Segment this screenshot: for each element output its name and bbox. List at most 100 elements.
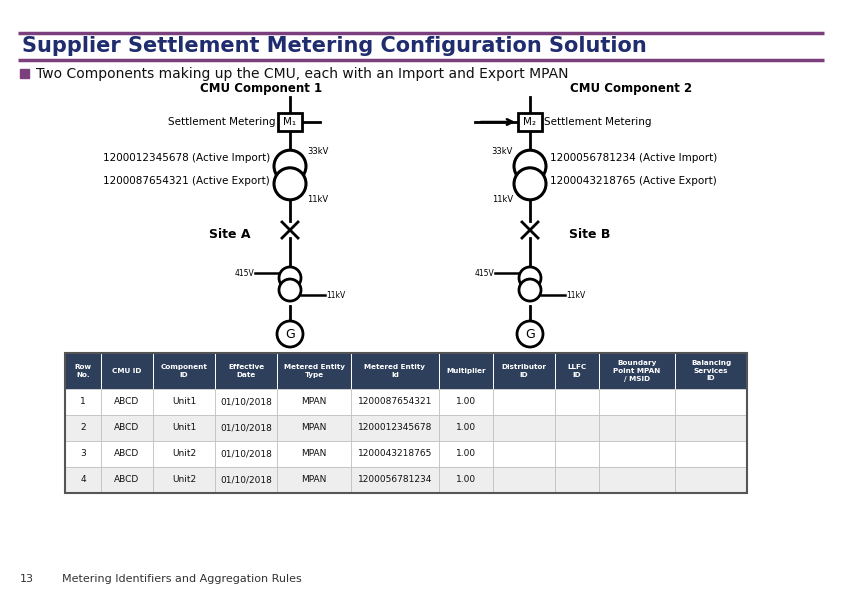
Bar: [101, 389, 153, 415]
Bar: [439, 415, 493, 441]
Bar: [439, 441, 493, 467]
Bar: [675, 467, 747, 493]
Bar: [555, 389, 599, 415]
Text: 1.00: 1.00: [456, 397, 476, 406]
Bar: [599, 353, 675, 389]
Text: 13: 13: [20, 574, 34, 584]
Circle shape: [277, 321, 303, 347]
Text: Settlement Metering: Settlement Metering: [544, 117, 652, 127]
Text: 01/10/2018: 01/10/2018: [220, 449, 272, 459]
Bar: [555, 415, 599, 441]
Bar: [65, 441, 101, 467]
Text: Unit2: Unit2: [172, 475, 196, 484]
Text: 1200043218765 (Active Export): 1200043218765 (Active Export): [550, 176, 717, 186]
Text: Metering Identifiers and Aggregation Rules: Metering Identifiers and Aggregation Rul…: [62, 574, 301, 584]
Bar: [675, 353, 747, 389]
Text: 1200056781234 (Active Import): 1200056781234 (Active Import): [550, 153, 717, 163]
Text: Settlement Metering: Settlement Metering: [168, 117, 276, 127]
Text: 1.00: 1.00: [456, 449, 476, 459]
Bar: [493, 441, 555, 467]
Text: Balancing
Services
ID: Balancing Services ID: [691, 361, 731, 381]
Text: Site B: Site B: [569, 228, 610, 242]
Text: CMU Component 1: CMU Component 1: [200, 82, 322, 95]
Bar: [215, 441, 277, 467]
Bar: [351, 467, 439, 493]
Bar: [215, 353, 277, 389]
Bar: [153, 389, 215, 415]
Text: Metered Entity
Type: Metered Entity Type: [284, 364, 344, 378]
Bar: [65, 467, 101, 493]
Text: 3: 3: [80, 449, 86, 459]
Bar: [153, 467, 215, 493]
Text: CMU ID: CMU ID: [112, 368, 141, 374]
Text: 01/10/2018: 01/10/2018: [220, 475, 272, 484]
Bar: [439, 389, 493, 415]
Bar: [493, 353, 555, 389]
Bar: [493, 467, 555, 493]
Text: G: G: [285, 327, 295, 340]
Text: Component
ID: Component ID: [161, 364, 207, 378]
Bar: [555, 467, 599, 493]
Bar: [351, 415, 439, 441]
Circle shape: [279, 267, 301, 289]
Bar: [439, 467, 493, 493]
Bar: [675, 441, 747, 467]
Bar: [351, 353, 439, 389]
Bar: [278, 113, 302, 131]
Bar: [555, 353, 599, 389]
Bar: [65, 353, 747, 493]
Text: 1200012345678: 1200012345678: [358, 424, 432, 433]
Circle shape: [514, 168, 546, 200]
Text: Two Components making up the CMU, each with an Import and Export MPAN: Two Components making up the CMU, each w…: [36, 67, 568, 81]
Text: CMU Component 2: CMU Component 2: [570, 82, 692, 95]
Text: ABCD: ABCD: [115, 475, 140, 484]
Bar: [277, 441, 351, 467]
Bar: [101, 415, 153, 441]
Circle shape: [514, 150, 546, 182]
Text: 1200056781234: 1200056781234: [358, 475, 432, 484]
Circle shape: [519, 267, 541, 289]
Bar: [277, 415, 351, 441]
Bar: [351, 441, 439, 467]
Text: 33kV: 33kV: [492, 148, 513, 156]
Text: 415V: 415V: [474, 268, 494, 277]
Bar: [153, 415, 215, 441]
Text: 01/10/2018: 01/10/2018: [220, 397, 272, 406]
Text: Metered Entity
Id: Metered Entity Id: [365, 364, 425, 378]
Circle shape: [517, 321, 543, 347]
Text: Boundary
Point MPAN
/ MSID: Boundary Point MPAN / MSID: [613, 361, 661, 381]
Text: Unit1: Unit1: [172, 424, 196, 433]
Bar: [277, 353, 351, 389]
Text: Multiplier: Multiplier: [446, 368, 486, 374]
Bar: [215, 415, 277, 441]
Bar: [215, 467, 277, 493]
Text: Row
No.: Row No.: [74, 364, 92, 378]
Text: 11kV: 11kV: [326, 290, 345, 299]
Bar: [101, 441, 153, 467]
Bar: [20, 69, 29, 78]
Bar: [277, 467, 351, 493]
Text: 4: 4: [80, 475, 86, 484]
Bar: [518, 113, 542, 131]
Bar: [277, 389, 351, 415]
Text: Unit2: Unit2: [172, 449, 196, 459]
Text: MPAN: MPAN: [301, 475, 327, 484]
Text: G: G: [525, 327, 535, 340]
Circle shape: [279, 279, 301, 301]
Text: 1200087654321: 1200087654321: [358, 397, 432, 406]
Text: 1200012345678 (Active Import): 1200012345678 (Active Import): [103, 153, 270, 163]
Bar: [555, 441, 599, 467]
Text: Unit1: Unit1: [172, 397, 196, 406]
Bar: [439, 353, 493, 389]
Text: LLFC
ID: LLFC ID: [568, 364, 587, 378]
Bar: [153, 353, 215, 389]
Bar: [599, 415, 675, 441]
Text: 415V: 415V: [234, 268, 254, 277]
Circle shape: [274, 150, 306, 182]
Text: ABCD: ABCD: [115, 449, 140, 459]
Text: 1.00: 1.00: [456, 475, 476, 484]
Circle shape: [519, 279, 541, 301]
Text: 01/10/2018: 01/10/2018: [220, 424, 272, 433]
Bar: [493, 415, 555, 441]
Bar: [493, 389, 555, 415]
